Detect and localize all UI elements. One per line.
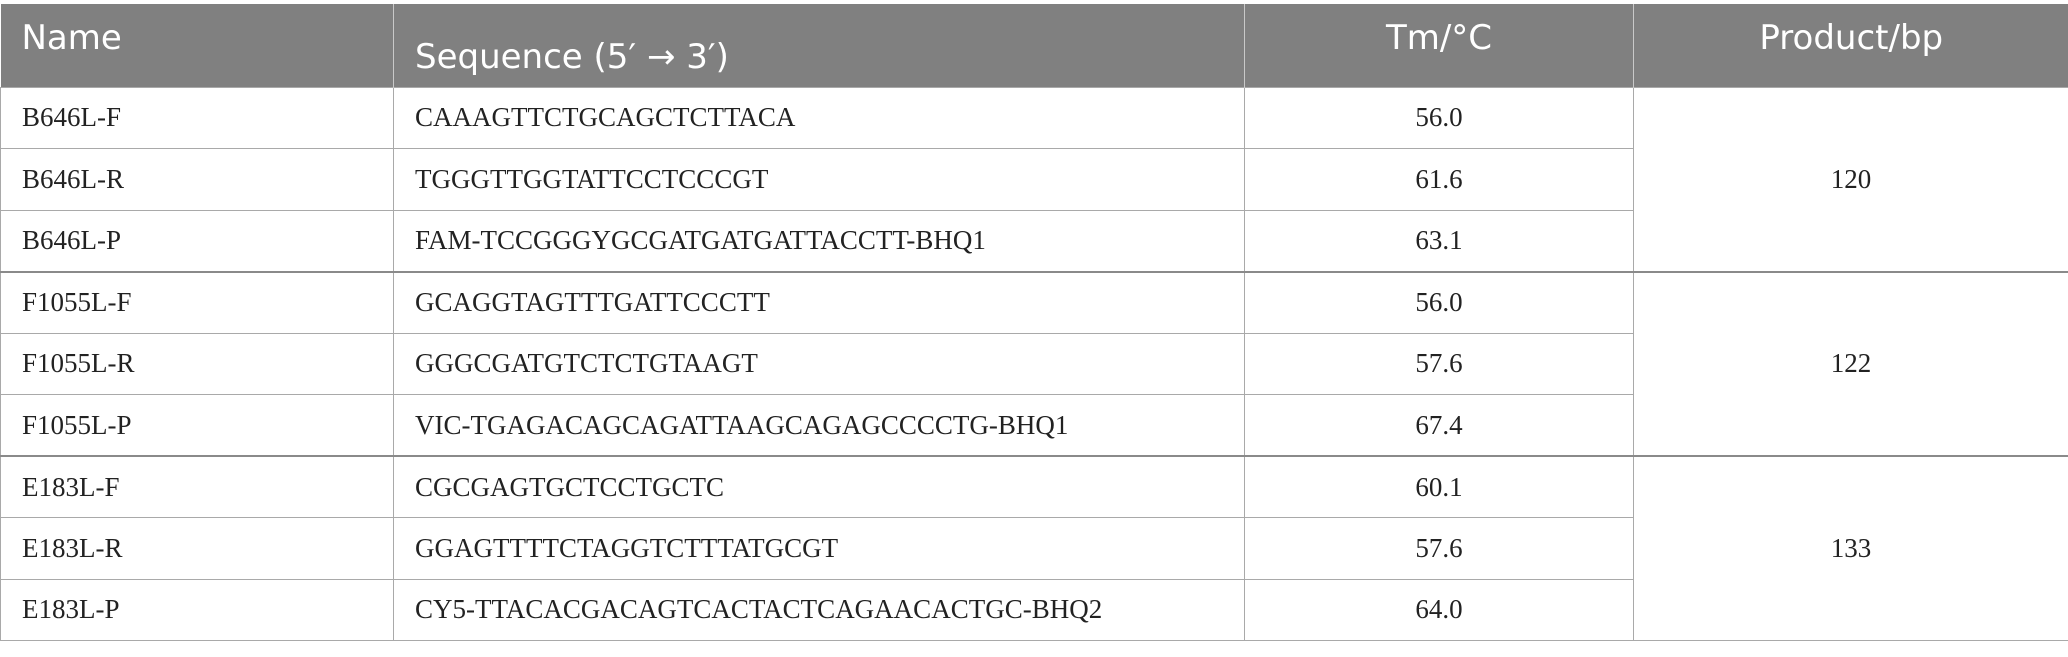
cell-tm: 64.0	[1244, 578, 1634, 641]
cell-tm: 56.0	[1244, 86, 1634, 149]
header-tm: Tm/°C	[1244, 4, 1634, 87]
cell-tm: 57.6	[1244, 332, 1634, 395]
cell-name: F1055L-R	[0, 332, 394, 395]
cell-name: B646L-R	[0, 148, 394, 211]
cell-sequence: GGGCGATGTCTCTGTAAGT	[393, 332, 1245, 395]
cell-sequence: FAM-TCCGGGYGCGATGATGATTACCTT-BHQ1	[393, 209, 1245, 272]
cell-sequence: CGCGAGTGCTCCTGCTC	[393, 455, 1245, 518]
table-row: F1055L-F GCAGGTAGTTTGATTCCCTT 56.0 122	[0, 270, 2068, 457]
header-row: Name Sequence (5′ → 3′) Tm/°C Product/bp	[0, 4, 2068, 87]
cell-name: E183L-F	[0, 455, 394, 518]
cell-sequence: GGAGTTTTCTAGGTCTTTATGCGT	[393, 517, 1245, 580]
cell-tm: 61.6	[1244, 148, 1634, 211]
cell-tm: 60.1	[1244, 455, 1634, 518]
table-row: B646L-R TGGGTTGGTATTCCTCCCGT 61.6	[0, 148, 2068, 211]
cell-sequence: CY5-TTACACGACAGTCACTACTCAGAACACTGC-BHQ2	[393, 578, 1245, 641]
table-row: E183L-R GGAGTTTTCTAGGTCTTTATGCGT 57.6	[0, 517, 2068, 580]
cell-name: E183L-P	[0, 578, 394, 641]
cell-tm: 56.0	[1244, 270, 1634, 334]
header-sequence: Sequence (5′ → 3′)	[393, 4, 1245, 87]
cell-name: B646L-F	[0, 86, 394, 149]
cell-name: F1055L-P	[0, 394, 394, 457]
cell-product: 120	[1633, 86, 2068, 272]
table-row: F1055L-P VIC-TGAGACAGCAGATTAAGCAGAGCCCCT…	[0, 394, 2068, 457]
primer-probe-table-container: Name Sequence (5′ → 3′) Tm/°C Product/bp…	[0, 4, 2068, 641]
primer-probe-table: Name Sequence (5′ → 3′) Tm/°C Product/bp…	[0, 4, 2068, 641]
table-row: E183L-F CGCGAGTGCTCCTGCTC 60.1 133	[0, 455, 2068, 641]
cell-sequence: CAAAGTTCTGCAGCTCTTACA	[393, 86, 1245, 149]
cell-sequence: GCAGGTAGTTTGATTCCCTT	[393, 270, 1245, 334]
cell-sequence: VIC-TGAGACAGCAGATTAAGCAGAGCCCCTG-BHQ1	[393, 394, 1245, 457]
cell-name: E183L-R	[0, 517, 394, 580]
table-header: Name Sequence (5′ → 3′) Tm/°C Product/bp	[0, 4, 2068, 87]
header-product: Product/bp	[1633, 4, 2068, 87]
table-body: B646L-F CAAAGTTCTGCAGCTCTTACA 56.0 120 B…	[0, 86, 2068, 641]
cell-name: B646L-P	[0, 209, 394, 272]
cell-tm: 67.4	[1244, 394, 1634, 457]
table-row: F1055L-R GGGCGATGTCTCTGTAAGT 57.6	[0, 332, 2068, 395]
cell-tm: 57.6	[1244, 517, 1634, 580]
header-name: Name	[0, 4, 394, 87]
cell-tm: 63.1	[1244, 209, 1634, 272]
table-row: E183L-P CY5-TTACACGACAGTCACTACTCAGAACACT…	[0, 578, 2068, 641]
cell-name: F1055L-F	[0, 270, 394, 334]
cell-sequence: TGGGTTGGTATTCCTCCCGT	[393, 148, 1245, 211]
cell-product: 122	[1633, 270, 2068, 457]
table-row: B646L-F CAAAGTTCTGCAGCTCTTACA 56.0 120	[0, 86, 2068, 272]
cell-product: 133	[1633, 455, 2068, 641]
